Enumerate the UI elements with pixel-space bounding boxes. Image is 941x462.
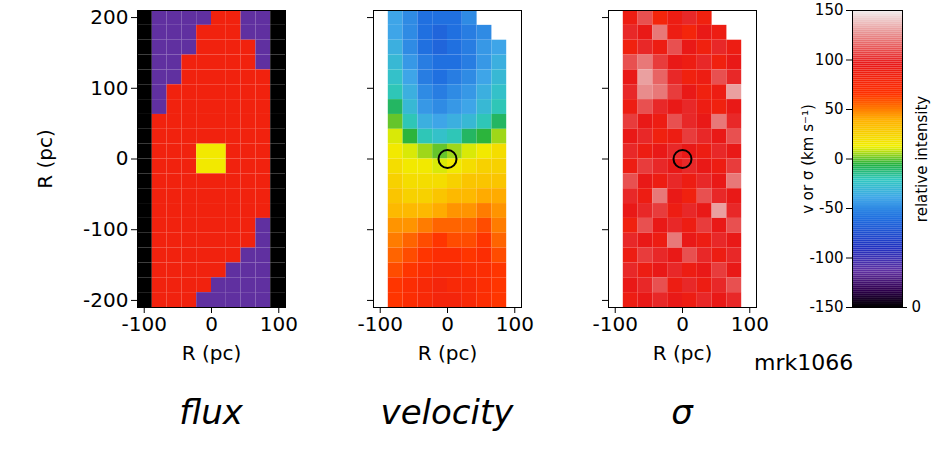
- svg-text:100: 100: [815, 51, 844, 69]
- svg-text:100: 100: [90, 76, 128, 100]
- svg-text:0: 0: [441, 312, 454, 336]
- svg-text:100: 100: [496, 312, 534, 336]
- svg-text:v or σ (km s⁻¹): v or σ (km s⁻¹): [799, 104, 817, 214]
- svg-text:-100: -100: [122, 312, 167, 336]
- svg-text:0: 0: [834, 150, 844, 168]
- svg-text:R (pc): R (pc): [33, 129, 57, 189]
- svg-text:-50: -50: [819, 199, 844, 217]
- html-text:velocity: velocity: [380, 392, 514, 432]
- svg-text:R (pc): R (pc): [182, 341, 242, 365]
- svg-text:50: 50: [824, 100, 843, 118]
- html-text:mrk1066: mrk1066: [754, 350, 854, 375]
- svg-text:100: 100: [260, 312, 298, 336]
- svg-text:200: 200: [90, 5, 128, 29]
- svg-text:0: 0: [116, 146, 129, 170]
- svg-text:-150: -150: [809, 298, 843, 316]
- svg-text:0: 0: [912, 298, 922, 316]
- svg-text:-100: -100: [83, 217, 128, 241]
- svg-text:-100: -100: [809, 249, 843, 267]
- svg-text:R (pc): R (pc): [653, 341, 713, 365]
- svg-text:-100: -100: [358, 312, 403, 336]
- svg-text:relative intensity: relative intensity: [913, 96, 931, 223]
- svg-text:-200: -200: [83, 288, 128, 312]
- svg-text:100: 100: [731, 312, 769, 336]
- html-text:flux: flux: [179, 392, 243, 432]
- svg-text:0: 0: [205, 312, 218, 336]
- svg-text:R (pc): R (pc): [418, 341, 478, 365]
- html-text:σ: σ: [671, 392, 693, 432]
- svg-text:150: 150: [815, 1, 844, 19]
- svg-text:-100: -100: [593, 312, 638, 336]
- svg-text:0: 0: [676, 312, 689, 336]
